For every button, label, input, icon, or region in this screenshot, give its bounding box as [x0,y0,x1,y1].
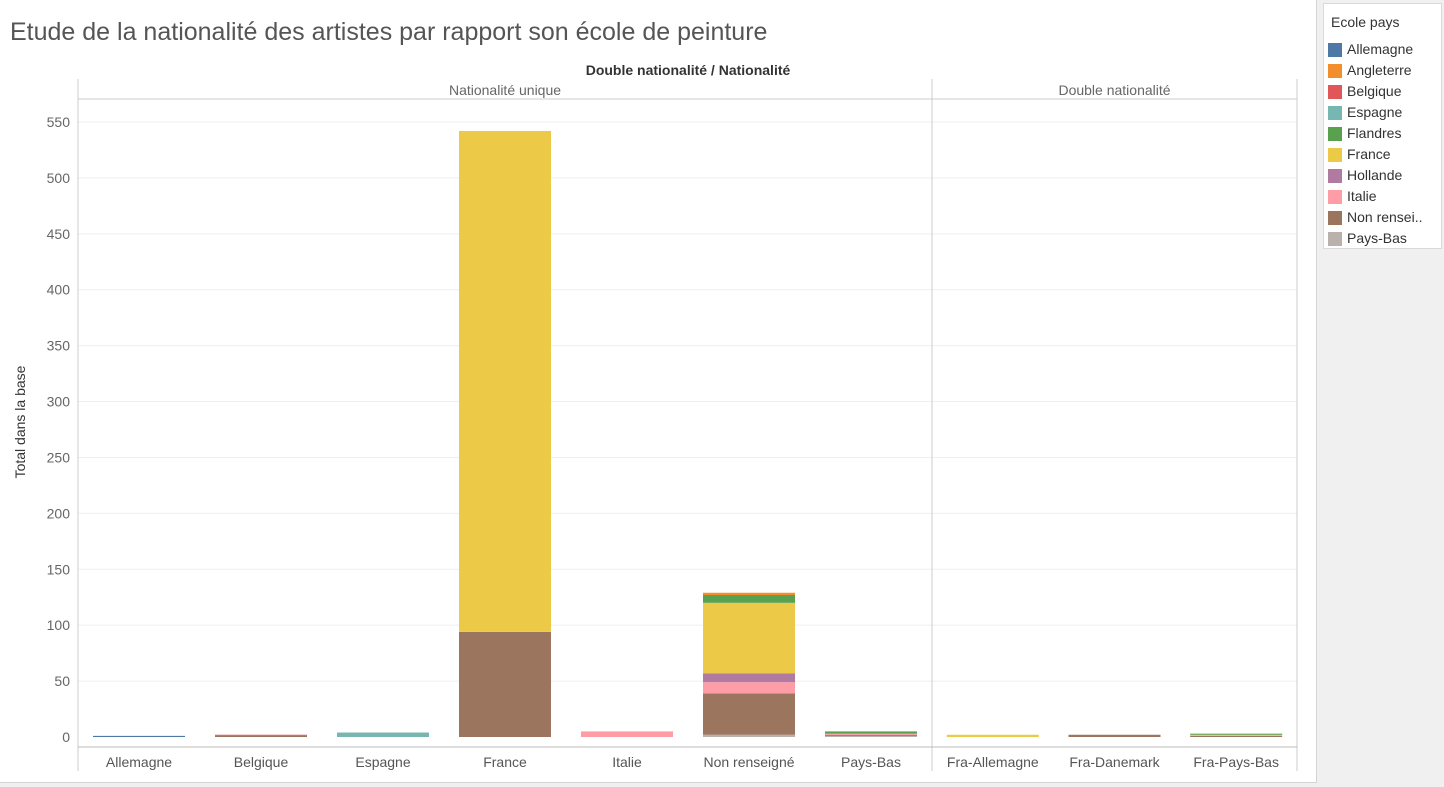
x-tick-label: Pays-Bas [841,754,901,770]
bar-segment [215,734,307,736]
column-header: Double nationalité / Nationalité [586,62,791,78]
y-tick-label: 0 [62,729,70,745]
y-tick-label: 200 [47,505,71,521]
x-tick-label: Allemagne [106,754,172,770]
y-tick-label: 300 [47,394,71,410]
legend-swatch [1328,64,1342,78]
y-tick-label: 500 [47,170,71,186]
bar-segment [581,731,673,737]
bar-segment [825,734,917,736]
legend-label: Espagne [1347,104,1403,120]
legend[interactable]: Ecole pays Allemagne Angleterre Belgique Es… [1323,3,1442,249]
y-tick-label: 150 [47,561,71,577]
y-tick-label: 100 [47,617,71,633]
y-tick-label: 350 [47,338,71,354]
bar-segment [703,693,795,735]
legend-item[interactable]: Flandres [1328,124,1440,144]
legend-item[interactable]: Hollande [1328,166,1440,186]
legend-title: Ecole pays [1331,14,1400,30]
bar-segment [1068,734,1161,737]
legend-item[interactable]: Allemagne [1328,40,1440,60]
x-tick-label: France [483,754,527,770]
legend-swatch [1328,169,1342,183]
legend-label: France [1347,146,1391,162]
x-tick-label: Espagne [355,754,410,770]
legend-swatch [1328,85,1342,99]
stacked-bar-chart: Double nationalité / Nationalité 0 50 100 15… [12,62,1298,771]
bar-segment [459,130,551,632]
legend-item[interactable]: Italie [1328,187,1440,207]
x-tick-label: Fra-Allemagne [947,754,1039,770]
bar-segment [825,735,917,737]
bar-segment [1190,735,1283,737]
legend-label: Non rensei.. [1347,209,1423,225]
bar-segment [1190,733,1283,735]
legend-item[interactable]: Belgique [1328,82,1440,102]
legend-swatch [1328,211,1342,225]
legend-label: Flandres [1347,125,1402,141]
bar-segment [703,673,795,683]
y-tick-label: 450 [47,226,71,242]
legend-label: Angleterre [1347,62,1412,78]
legend-swatch [1328,43,1342,57]
bar-segment [93,735,185,737]
legend-swatch [1328,127,1342,141]
bar-segment [703,682,795,694]
y-tick-label: 550 [47,114,71,130]
bar-segment [825,731,917,734]
bar-segment [703,594,795,603]
x-tick-label: Non renseigné [703,754,794,770]
x-tick-label: Fra-Pays-Bas [1193,754,1279,770]
legend-item[interactable]: Non rensei.. [1328,208,1440,228]
legend-label: Allemagne [1347,41,1414,57]
legend-swatch [1328,190,1342,204]
pane-header-double: Double nationalité [1058,82,1170,98]
bar-segment [946,734,1039,737]
x-tick-label: Belgique [234,754,289,770]
y-tick-label: 400 [47,282,71,298]
chart-panel: Etude de la nationalité des artistes par… [0,0,1317,783]
legend-item[interactable]: Pays-Bas [1328,229,1440,249]
legend-label: Pays-Bas [1347,230,1407,246]
bar-segment [459,631,551,737]
x-tick-label: Italie [612,754,642,770]
legend-item[interactable]: Espagne [1328,103,1440,123]
y-tick-label: 50 [54,673,70,689]
bar-segment [825,733,917,735]
bar-segment [337,732,429,737]
pane-header-unique: Nationalité unique [449,82,561,98]
legend-label: Italie [1347,188,1377,204]
bar-segment [703,592,795,595]
bar-segment [1190,734,1283,736]
bar-segment [703,734,795,737]
bar-segment [703,602,795,674]
y-tick-label: 250 [47,449,71,465]
legend-item[interactable]: France [1328,145,1440,165]
chart-title: Etude de la nationalité des artistes par… [10,18,768,46]
legend-swatch [1328,232,1342,246]
y-axis-title: Total dans la base [12,365,28,478]
legend-swatch [1328,148,1342,162]
legend-swatch [1328,106,1342,120]
bar-segment [215,735,307,737]
legend-label: Belgique [1347,83,1402,99]
x-tick-label: Fra-Danemark [1069,754,1160,770]
legend-item[interactable]: Angleterre [1328,61,1440,81]
legend-label: Hollande [1347,167,1403,183]
